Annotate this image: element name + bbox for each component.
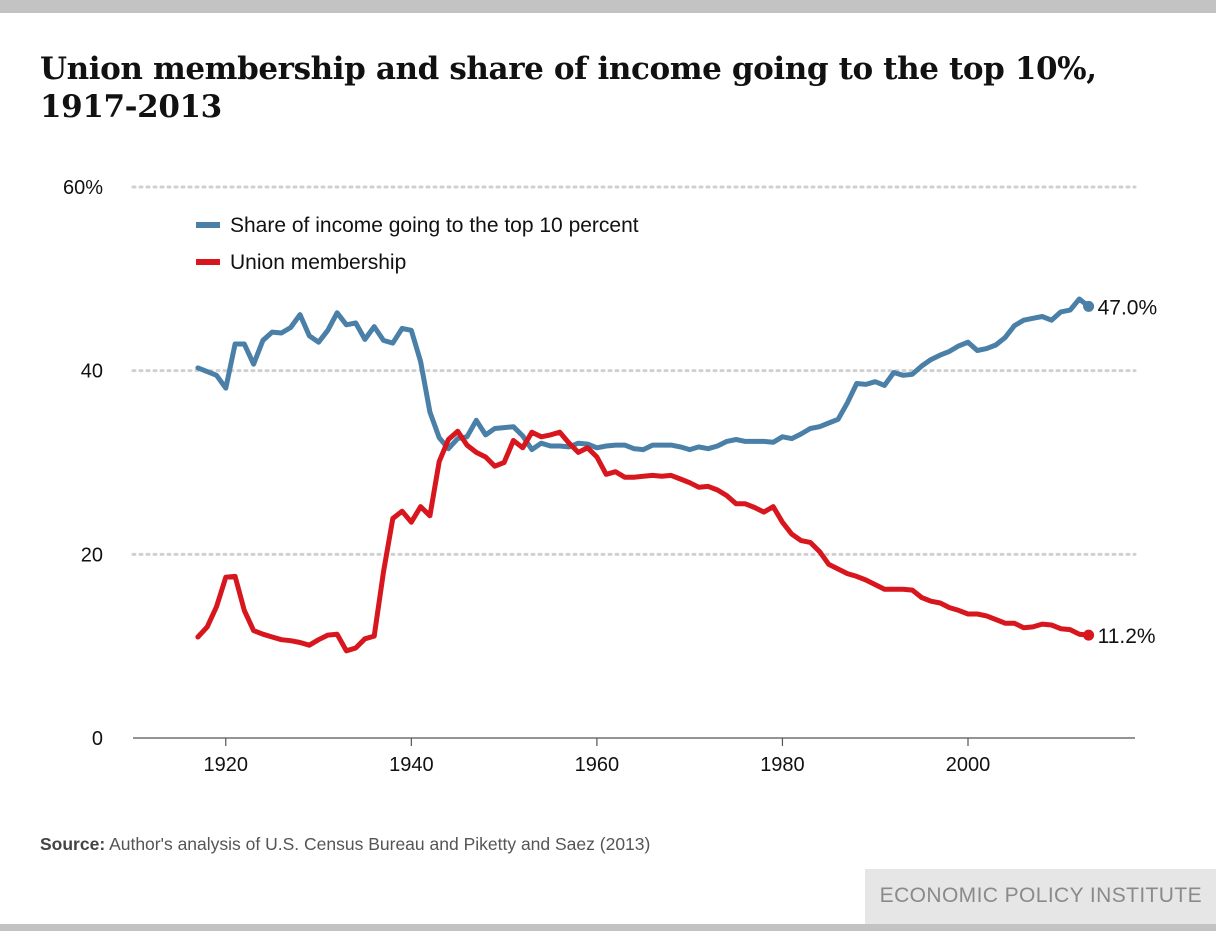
- series-end-label-1: 11.2%: [1098, 625, 1156, 648]
- series-end-point-1: [1083, 629, 1095, 641]
- y-tick-label-40: 40: [81, 361, 103, 383]
- x-tick-label-1920: 1920: [204, 754, 249, 776]
- legend-label-0: Share of income going to the top 10 perc…: [230, 214, 639, 237]
- series-end-label-0: 47.0%: [1098, 296, 1158, 319]
- brand-box: ECONOMIC POLICY INSTITUTE: [865, 869, 1216, 924]
- x-tick-label-2000: 2000: [946, 754, 991, 776]
- y-tick-label-20: 20: [81, 544, 103, 566]
- source-label: Source:: [40, 834, 106, 854]
- top-border: [0, 0, 1216, 13]
- x-tick-label-1980: 1980: [760, 754, 805, 776]
- series-end-point-0: [1083, 300, 1095, 312]
- series-line-0: [195, 296, 1092, 453]
- brand-name: ECONOMIC POLICY INSTITUTE: [879, 884, 1202, 907]
- series-line-1: [195, 428, 1092, 654]
- chart-title: Union membership and share of income goi…: [40, 51, 1097, 125]
- source-note: Source: Author's analysis of U.S. Census…: [40, 834, 650, 855]
- bottom-border: [0, 924, 1216, 931]
- y-tick-label-0: 0: [92, 728, 103, 750]
- source-text: Author's analysis of U.S. Census Bureau …: [109, 834, 651, 854]
- x-tick-label-1960: 1960: [575, 754, 620, 776]
- x-tick-label-1940: 1940: [389, 754, 434, 776]
- y-tick-label-60: 60%: [63, 177, 103, 199]
- legend-label-1: Union membership: [230, 251, 406, 274]
